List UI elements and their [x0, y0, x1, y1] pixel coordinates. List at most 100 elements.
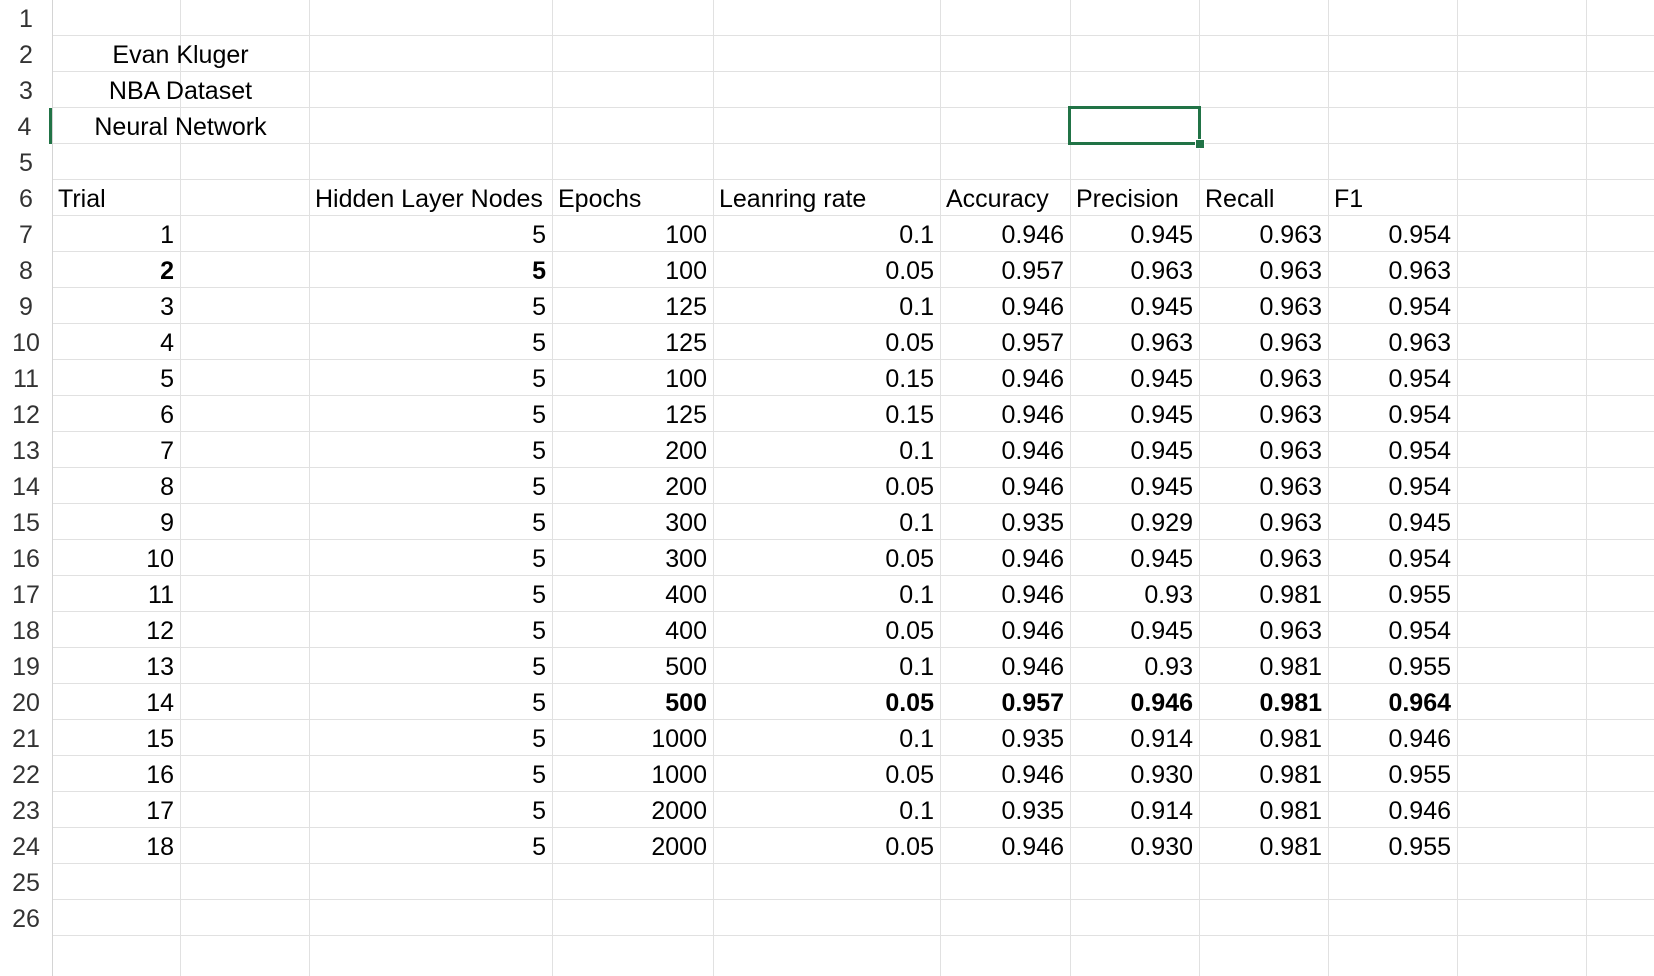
row-header-24[interactable]: 24	[0, 828, 52, 866]
cell-f1[interactable]: 0.946	[1388, 724, 1451, 753]
cell-epochs[interactable]: 300	[665, 544, 707, 573]
cell-trial[interactable]: 12	[146, 616, 174, 645]
cell-f1[interactable]: 0.954	[1388, 220, 1451, 249]
cell-f1[interactable]: 0.954	[1388, 400, 1451, 429]
row-header-6[interactable]: 6	[0, 180, 52, 218]
cell-hidden-layer-nodes[interactable]: 5	[532, 544, 546, 573]
cell-trial[interactable]: 4	[160, 328, 174, 357]
cell-trial[interactable]: 10	[146, 544, 174, 573]
cell-precision[interactable]: 0.914	[1130, 796, 1193, 825]
author-cell[interactable]: Evan Kluger	[112, 40, 249, 69]
cell-precision[interactable]: 0.945	[1130, 436, 1193, 465]
cell-precision[interactable]: 0.945	[1130, 364, 1193, 393]
cell-recall[interactable]: 0.963	[1259, 292, 1322, 321]
cell-recall[interactable]: 0.981	[1259, 580, 1322, 609]
cell-recall[interactable]: 0.981	[1259, 652, 1322, 681]
fill-handle[interactable]	[1195, 139, 1205, 149]
cell-epochs[interactable]: 2000	[651, 832, 707, 861]
cell-learning-rate[interactable]: 0.1	[899, 292, 934, 321]
cell-precision[interactable]: 0.945	[1130, 220, 1193, 249]
cell-epochs[interactable]: 200	[665, 436, 707, 465]
cell-trial[interactable]: 3	[160, 292, 174, 321]
cell-accuracy[interactable]: 0.935	[1001, 796, 1064, 825]
cell-recall[interactable]: 0.963	[1259, 220, 1322, 249]
cell-recall[interactable]: 0.963	[1259, 436, 1322, 465]
row-header-8[interactable]: 8	[0, 252, 52, 290]
cell-precision[interactable]: 0.945	[1130, 292, 1193, 321]
row-header-19[interactable]: 19	[0, 648, 52, 686]
cell-learning-rate[interactable]: 0.1	[899, 436, 934, 465]
header-accuracy[interactable]: Accuracy	[946, 184, 1049, 213]
cell-hidden-layer-nodes[interactable]: 5	[532, 832, 546, 861]
row-header-14[interactable]: 14	[0, 468, 52, 506]
cell-hidden-layer-nodes[interactable]: 5	[532, 472, 546, 501]
cell-accuracy[interactable]: 0.946	[1001, 472, 1064, 501]
cell-epochs[interactable]: 200	[665, 472, 707, 501]
cell-hidden-layer-nodes[interactable]: 5	[532, 580, 546, 609]
cell-recall[interactable]: 0.981	[1259, 832, 1322, 861]
cell-trial[interactable]: 7	[160, 436, 174, 465]
cell-learning-rate[interactable]: 0.05	[885, 688, 934, 717]
cell-precision[interactable]: 0.945	[1130, 544, 1193, 573]
cell-f1[interactable]: 0.955	[1388, 580, 1451, 609]
cell-precision[interactable]: 0.946	[1130, 688, 1193, 717]
cell-recall[interactable]: 0.981	[1259, 760, 1322, 789]
cell-precision[interactable]: 0.930	[1130, 832, 1193, 861]
cell-hidden-layer-nodes[interactable]: 5	[532, 292, 546, 321]
cell-learning-rate[interactable]: 0.15	[885, 364, 934, 393]
cell-epochs[interactable]: 500	[665, 652, 707, 681]
cell-precision[interactable]: 0.945	[1130, 400, 1193, 429]
header-precision[interactable]: Precision	[1076, 184, 1179, 213]
cell-accuracy[interactable]: 0.946	[1001, 544, 1064, 573]
cell-epochs[interactable]: 1000	[651, 724, 707, 753]
cell-recall[interactable]: 0.963	[1259, 616, 1322, 645]
cell-accuracy[interactable]: 0.946	[1001, 364, 1064, 393]
cell-accuracy[interactable]: 0.935	[1001, 508, 1064, 537]
model-cell[interactable]: Neural Network	[94, 112, 267, 141]
row-header-18[interactable]: 18	[0, 612, 52, 650]
cell-recall[interactable]: 0.963	[1259, 508, 1322, 537]
cell-recall[interactable]: 0.963	[1259, 328, 1322, 357]
cell-f1[interactable]: 0.955	[1388, 760, 1451, 789]
cell-f1[interactable]: 0.964	[1388, 688, 1451, 717]
header-trial[interactable]: Trial	[58, 184, 106, 213]
cell-trial[interactable]: 5	[160, 364, 174, 393]
row-header-2[interactable]: 2	[0, 36, 52, 74]
dataset-cell[interactable]: NBA Dataset	[108, 76, 253, 105]
cell-precision[interactable]: 0.945	[1130, 472, 1193, 501]
cell-f1[interactable]: 0.946	[1388, 796, 1451, 825]
cell-hidden-layer-nodes[interactable]: 5	[532, 616, 546, 645]
cell-hidden-layer-nodes[interactable]: 5	[532, 256, 546, 285]
row-header-10[interactable]: 10	[0, 324, 52, 362]
row-header-26[interactable]: 26	[0, 900, 52, 938]
cell-hidden-layer-nodes[interactable]: 5	[532, 796, 546, 825]
cell-accuracy[interactable]: 0.957	[1001, 328, 1064, 357]
cell-trial[interactable]: 16	[146, 760, 174, 789]
cell-precision[interactable]: 0.93	[1144, 652, 1193, 681]
cell-recall[interactable]: 0.981	[1259, 796, 1322, 825]
cell-f1[interactable]: 0.954	[1388, 544, 1451, 573]
header-recall[interactable]: Recall	[1205, 184, 1275, 213]
cell-trial[interactable]: 18	[146, 832, 174, 861]
cell-recall[interactable]: 0.963	[1259, 364, 1322, 393]
cell-recall[interactable]: 0.963	[1259, 544, 1322, 573]
cell-trial[interactable]: 15	[146, 724, 174, 753]
cell-accuracy[interactable]: 0.935	[1001, 724, 1064, 753]
cell-learning-rate[interactable]: 0.1	[899, 652, 934, 681]
cell-learning-rate[interactable]: 0.05	[885, 832, 934, 861]
cell-f1[interactable]: 0.954	[1388, 364, 1451, 393]
cell-f1[interactable]: 0.963	[1388, 328, 1451, 357]
cell-hidden-layer-nodes[interactable]: 5	[532, 760, 546, 789]
cell-f1[interactable]: 0.955	[1388, 832, 1451, 861]
cell-f1[interactable]: 0.954	[1388, 616, 1451, 645]
row-header-15[interactable]: 15	[0, 504, 52, 542]
cell-epochs[interactable]: 125	[665, 400, 707, 429]
cell-f1[interactable]: 0.954	[1388, 436, 1451, 465]
row-header-16[interactable]: 16	[0, 540, 52, 578]
cell-hidden-layer-nodes[interactable]: 5	[532, 400, 546, 429]
cell-learning-rate[interactable]: 0.05	[885, 472, 934, 501]
cell-precision[interactable]: 0.914	[1130, 724, 1193, 753]
cell-accuracy[interactable]: 0.946	[1001, 436, 1064, 465]
row-header-22[interactable]: 22	[0, 756, 52, 794]
